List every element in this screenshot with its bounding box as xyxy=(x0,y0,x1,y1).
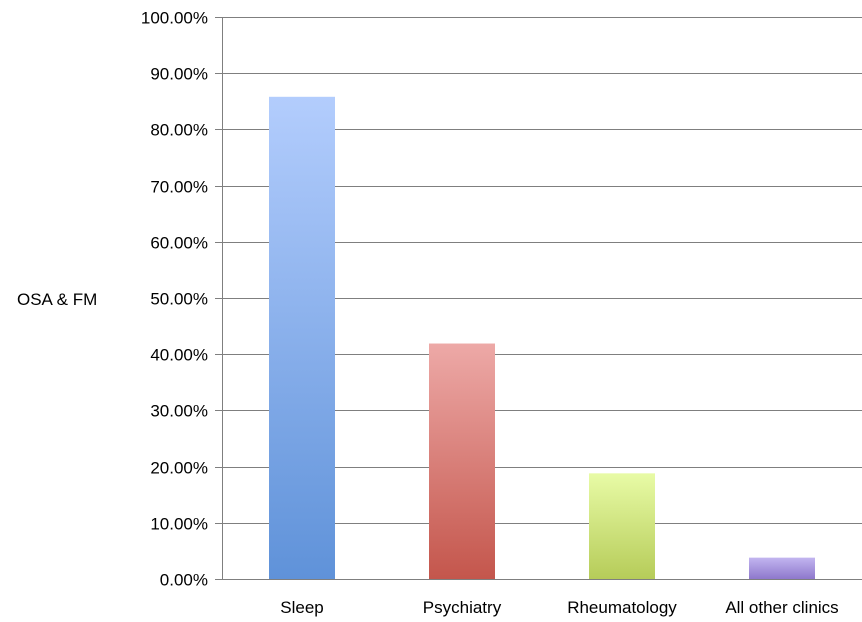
y-tick-label: 70.00% xyxy=(150,178,208,197)
y-tick-label: 100.00% xyxy=(141,9,208,28)
axes xyxy=(222,17,862,580)
bar-rheumatology xyxy=(589,473,655,579)
x-category-label: Psychiatry xyxy=(423,598,502,617)
x-category-label: All other clinics xyxy=(725,598,838,617)
y-tick-label: 30.00% xyxy=(150,402,208,421)
y-tick-labels: 0.00% 10.00% 20.00% 30.00% 40.00% 50.00% 60.00… xyxy=(141,9,208,590)
x-category-label: Rheumatology xyxy=(567,598,677,617)
y-tick-label: 80.00% xyxy=(150,121,208,140)
y-tick-label: 10.00% xyxy=(150,515,208,534)
bar-psychiatry xyxy=(429,343,495,579)
y-tick-label: 50.00% xyxy=(150,290,208,309)
y-tick-label: 90.00% xyxy=(150,65,208,84)
y-axis-title: OSA & FM xyxy=(17,290,97,309)
y-tick-label: 0.00% xyxy=(160,571,208,590)
bars xyxy=(269,96,815,579)
bar-all-other-clinics xyxy=(749,557,815,579)
y-tick-label: 60.00% xyxy=(150,234,208,253)
y-tick-label: 20.00% xyxy=(150,459,208,478)
x-category-labels: Sleep Psychiatry Rheumatology All other cli… xyxy=(280,598,838,617)
y-tick-label: 40.00% xyxy=(150,346,208,365)
bar-sleep xyxy=(269,96,335,579)
x-category-label: Sleep xyxy=(280,598,323,617)
